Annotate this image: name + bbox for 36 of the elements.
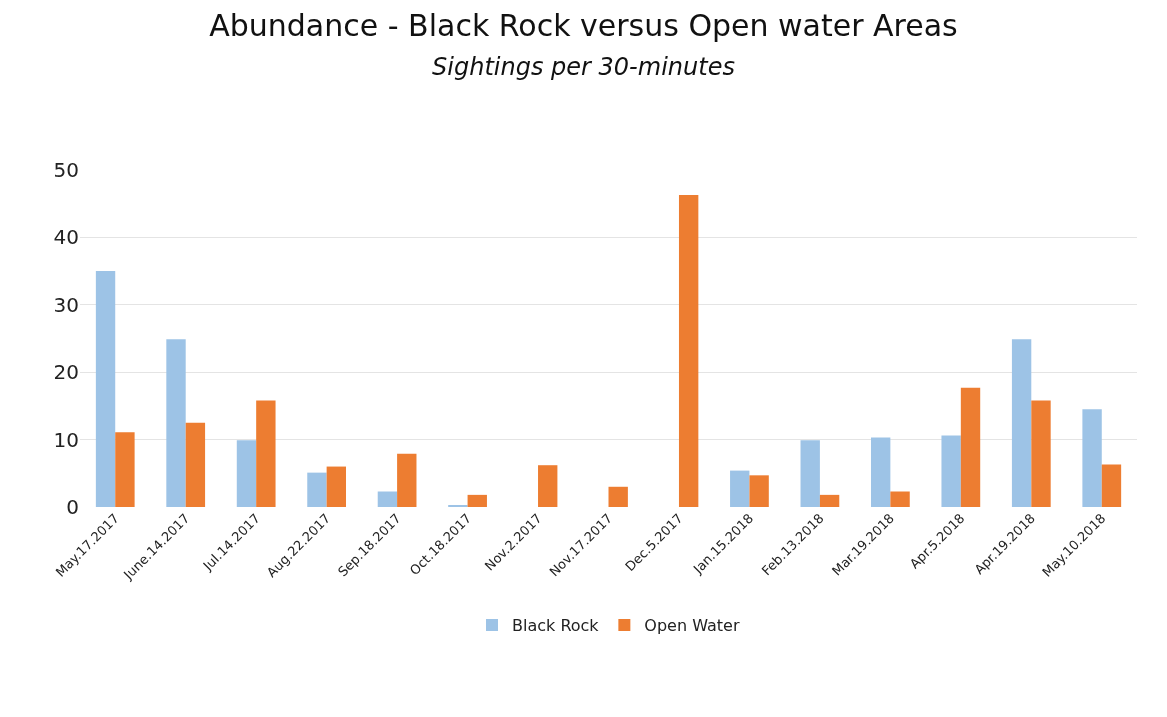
bar <box>185 422 206 507</box>
bar <box>819 494 840 507</box>
y-tick-label: 0 <box>66 495 79 519</box>
bar <box>1082 409 1102 507</box>
bar <box>377 491 398 507</box>
y-tick-label: 30 <box>53 292 79 317</box>
y-tick-label: 40 <box>53 225 79 250</box>
chart-subtitle: Sightings per 30-minutes <box>432 52 735 81</box>
bar <box>730 470 750 507</box>
bar <box>800 440 820 507</box>
bar <box>256 400 276 507</box>
bar <box>870 437 891 507</box>
bar <box>236 440 257 507</box>
chart-title: Abundance - Black Rock versus Open water Areas <box>209 7 958 43</box>
bar <box>538 465 558 507</box>
bar <box>960 387 981 507</box>
y-tick-label: 20 <box>53 360 79 385</box>
bar <box>166 339 186 507</box>
bar <box>941 435 961 507</box>
bar <box>467 494 487 507</box>
bar <box>326 466 347 507</box>
bar <box>678 194 699 507</box>
bar <box>1011 339 1032 507</box>
y-tick-label: 50 <box>53 158 79 182</box>
bar <box>608 486 628 507</box>
y-tick-label: 10 <box>53 427 79 452</box>
bar <box>95 271 116 507</box>
legend-label: Black Rock <box>512 616 600 636</box>
bar <box>1031 400 1051 507</box>
bar <box>1101 464 1122 507</box>
bar <box>397 453 417 507</box>
bar <box>115 432 135 507</box>
bar <box>890 491 910 507</box>
bar <box>307 472 327 507</box>
legend-label: Open Water <box>644 616 740 636</box>
bar <box>749 475 769 507</box>
